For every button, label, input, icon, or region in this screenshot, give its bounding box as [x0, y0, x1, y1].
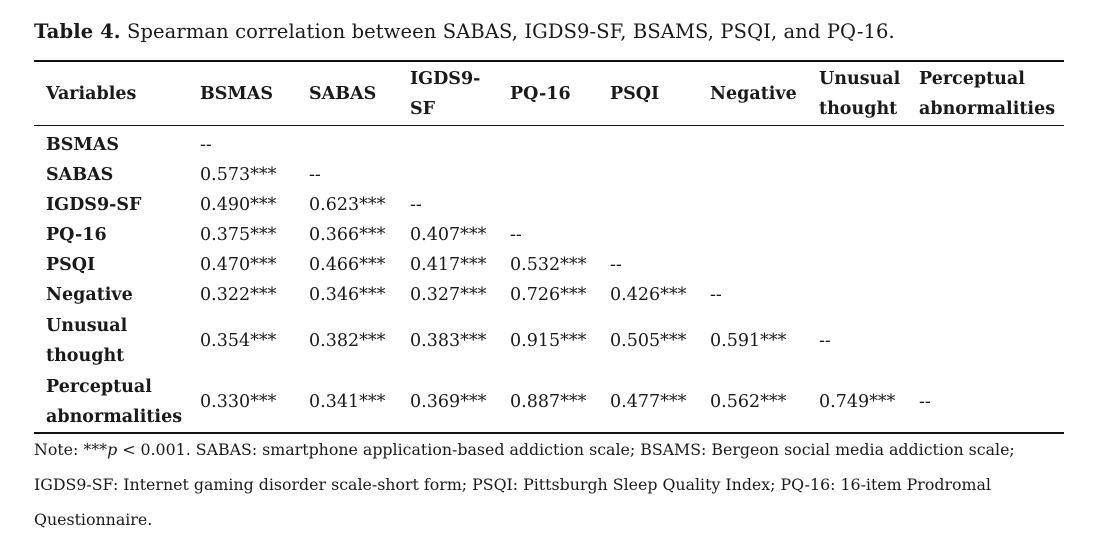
correlation-cell — [807, 280, 907, 310]
correlation-cell: 0.749*** — [819, 391, 896, 412]
note-lead: Note: *** — [34, 440, 108, 459]
table-row: IGDS9-SF 0.490*** 0.623*** -- — [34, 190, 1064, 220]
col-header-unusual-thought: Unusual thought — [819, 68, 901, 119]
correlation-cell: 0.477*** — [610, 391, 687, 412]
correlation-table: Variables BSMAS SABAS IGDS9-SF PQ-16 PSQ… — [34, 60, 1064, 434]
correlation-cell: 0.532*** — [510, 255, 587, 275]
col-header-perceptual-abnormalities: Perceptual abnormalities — [919, 68, 1056, 119]
correlation-cell — [807, 190, 907, 220]
row-label: BSMAS — [46, 135, 120, 155]
correlation-cell — [807, 126, 907, 161]
row-label: Negative — [46, 285, 133, 305]
correlation-cell — [698, 126, 807, 161]
col-header-bsmas: BSMAS — [200, 83, 274, 104]
table-row: PSQI 0.470*** 0.466*** 0.417*** 0.532*** -- — [34, 250, 1064, 280]
correlation-cell — [598, 126, 698, 161]
correlation-cell: 0.346*** — [309, 285, 386, 305]
correlation-cell — [498, 126, 598, 161]
table-caption: Table 4. Spearman correlation between SA… — [34, 20, 895, 43]
correlation-cell — [907, 220, 1064, 250]
row-label: Perceptual abnormalities — [46, 376, 183, 427]
correlation-cell: 0.573*** — [200, 165, 277, 185]
correlation-cell: 0.505*** — [610, 330, 687, 351]
correlation-cell — [698, 160, 807, 190]
correlation-cell: 0.330*** — [200, 391, 277, 412]
correlation-cell: 0.426*** — [610, 285, 687, 305]
correlation-cell: -- — [710, 285, 722, 305]
table-row: Unusual thought 0.354*** 0.382*** 0.383*** 0… — [34, 310, 1064, 371]
correlation-cell: -- — [510, 225, 522, 245]
correlation-cell: 0.887*** — [510, 391, 587, 412]
header-row: Variables BSMAS SABAS IGDS9-SF PQ-16 PSQ… — [34, 61, 1064, 126]
correlation-cell — [598, 190, 698, 220]
correlation-cell — [498, 160, 598, 190]
table-row: SABAS 0.573*** -- — [34, 160, 1064, 190]
correlation-cell: 0.327*** — [410, 285, 487, 305]
correlation-cell: -- — [309, 165, 321, 185]
correlation-cell — [807, 160, 907, 190]
table-note: Note: ***p < 0.001. SABAS: smartphone ap… — [34, 432, 1074, 537]
correlation-cell: -- — [819, 330, 831, 351]
correlation-cell: 0.407*** — [410, 225, 487, 245]
table-row: PQ-16 0.375*** 0.366*** 0.407*** -- — [34, 220, 1064, 250]
note-p-symbol: p — [107, 440, 118, 459]
correlation-cell — [598, 220, 698, 250]
correlation-cell: 0.726*** — [510, 285, 587, 305]
table-row: Negative 0.322*** 0.346*** 0.327*** 0.726***… — [34, 280, 1064, 310]
correlation-cell: -- — [610, 255, 622, 275]
col-header-sabas: SABAS — [309, 83, 377, 104]
correlation-cell: 0.322*** — [200, 285, 277, 305]
correlation-cell: 0.366*** — [309, 225, 386, 245]
correlation-cell: 0.915*** — [510, 330, 587, 351]
correlation-cell: -- — [200, 135, 212, 155]
correlation-cell: 0.375*** — [200, 225, 277, 245]
correlation-cell: 0.383*** — [410, 330, 487, 351]
col-header-igds9-sf: IGDS9-SF — [410, 68, 481, 119]
correlation-cell — [698, 190, 807, 220]
correlation-cell: -- — [410, 195, 422, 215]
correlation-cell: 0.369*** — [410, 391, 487, 412]
row-label: Unusual thought — [46, 315, 128, 366]
correlation-cell — [907, 250, 1064, 280]
correlation-cell — [398, 126, 498, 161]
correlation-cell — [698, 220, 807, 250]
col-header-psqi: PSQI — [610, 83, 660, 104]
correlation-cell: 0.417*** — [410, 255, 487, 275]
row-label: SABAS — [46, 165, 114, 185]
correlation-cell — [907, 280, 1064, 310]
correlation-cell — [907, 310, 1064, 371]
row-label: PSQI — [46, 255, 96, 275]
correlation-cell: 0.341*** — [309, 391, 386, 412]
caption-label: Table 4. — [34, 20, 121, 43]
correlation-cell: 0.490*** — [200, 195, 277, 215]
correlation-cell — [907, 160, 1064, 190]
col-header-negative: Negative — [710, 83, 797, 104]
correlation-cell: 0.470*** — [200, 255, 277, 275]
correlation-cell — [807, 250, 907, 280]
correlation-cell — [498, 190, 598, 220]
caption-text: Spearman correlation between SABAS, IGDS… — [127, 20, 895, 43]
table-row: Perceptual abnormalities 0.330*** 0.341***… — [34, 371, 1064, 433]
correlation-cell: 0.382*** — [309, 330, 386, 351]
table-row: BSMAS -- — [34, 126, 1064, 161]
correlation-cell — [907, 126, 1064, 161]
correlation-cell: 0.354*** — [200, 330, 277, 351]
correlation-cell: 0.466*** — [309, 255, 386, 275]
correlation-cell — [598, 160, 698, 190]
correlation-cell: -- — [919, 391, 931, 412]
correlation-cell — [297, 126, 398, 161]
note-text: < 0.001. SABAS: smartphone application-b… — [34, 440, 1015, 529]
correlation-cell — [807, 220, 907, 250]
correlation-cell: 0.562*** — [710, 391, 787, 412]
correlation-cell — [698, 250, 807, 280]
row-label: PQ-16 — [46, 225, 107, 245]
correlation-cell: 0.623*** — [309, 195, 386, 215]
correlation-cell: 0.591*** — [710, 330, 787, 351]
col-header-variables: Variables — [46, 83, 137, 104]
correlation-cell — [907, 190, 1064, 220]
col-header-pq16: PQ-16 — [510, 83, 571, 104]
correlation-cell — [398, 160, 498, 190]
row-label: IGDS9-SF — [46, 195, 142, 215]
